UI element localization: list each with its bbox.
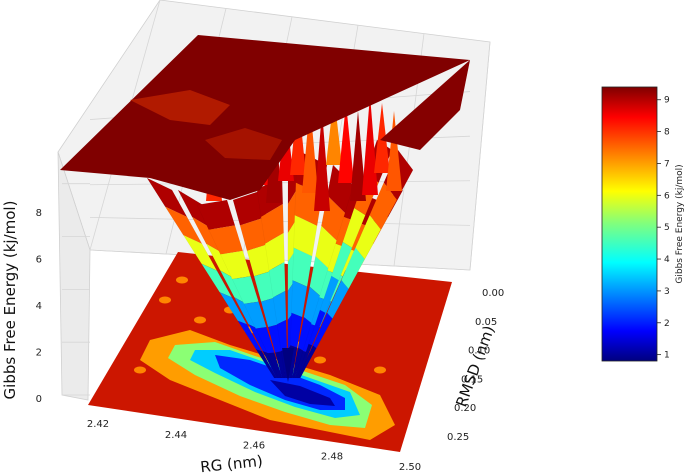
- colorbar-scale: [601, 86, 658, 362]
- energy-minimum: [282, 348, 294, 382]
- z-tick-label: 4: [36, 301, 42, 312]
- z-tick-label: 0: [36, 394, 42, 405]
- x-tick-label: 2.42: [87, 419, 109, 430]
- x-axis-label: RG (nm): [199, 452, 263, 474]
- contour-region: [270, 380, 335, 406]
- x-tick-label: 2.48: [321, 451, 343, 462]
- contour-island: [159, 296, 171, 304]
- z-tick-label: 6: [36, 255, 42, 266]
- y-tick-label: 0.20: [454, 403, 476, 414]
- surface-spike: [386, 111, 402, 191]
- floor-contour-regions: [134, 276, 395, 440]
- contour-island: [134, 366, 146, 374]
- plateau: [60, 35, 470, 200]
- x-tick-label: 2.50: [399, 462, 421, 473]
- surface-spike: [350, 111, 366, 201]
- surface-spike: [326, 95, 342, 165]
- z-axis-ticks: 0 2 4 6 8: [36, 208, 42, 405]
- x-axis-ticks: 2.42 2.44 2.46 2.48 2.50: [87, 419, 421, 473]
- x-tick-label: 2.44: [165, 430, 187, 441]
- contour-island: [314, 356, 326, 364]
- colorbar-tick-label: 7: [664, 159, 670, 169]
- z-tick-label: 2: [36, 348, 42, 359]
- colorbar-tick-label: 9: [664, 96, 670, 106]
- colorbar-ticks: 1 2 3 4 5 6 7 8 9: [657, 96, 670, 361]
- y-axis-ticks: 0.00 0.05 0.10 0.15 0.20 0.25: [447, 288, 504, 443]
- colorbar-tick-label: 2: [664, 319, 670, 329]
- surface-facet: [296, 343, 313, 379]
- surface-spike: [374, 103, 390, 173]
- y-tick-label: 0.15: [461, 374, 483, 385]
- y-tick-label: 0.05: [475, 317, 497, 328]
- colorbar-tick-label: 4: [664, 255, 670, 265]
- colorbar-tick-label: 8: [664, 128, 670, 138]
- y-tick-label: 0.25: [447, 432, 469, 443]
- plateau-notch: [130, 90, 230, 125]
- plateau-right: [380, 60, 470, 150]
- surface-spike: [362, 95, 378, 195]
- plateau-notch: [205, 128, 282, 160]
- left-pane: [57, 151, 91, 401]
- colorbar-tick-label: 3: [664, 287, 670, 297]
- colorbar-label: Gibbs Free Energy (kj/mol): [675, 164, 685, 283]
- surface-spike: [314, 111, 330, 211]
- colorbar-tick-label: 1: [664, 351, 670, 361]
- surface-spike: [302, 103, 318, 193]
- z-axis-label: Gibbs Free Energy (kj/mol): [1, 201, 19, 400]
- grid-line: [469, 41, 491, 271]
- colorbar: 1 2 3 4 5 6 7 8 9 Gibbs Free Energy (kj/mol): [601, 86, 685, 362]
- plateau-left: [60, 35, 470, 200]
- y-tick-label: 0.10: [468, 346, 490, 357]
- contour-island: [194, 316, 206, 324]
- x-tick-label: 2.46: [243, 441, 265, 452]
- surface-spike: [338, 103, 354, 183]
- z-tick-label: 8: [36, 208, 42, 219]
- contour-island: [176, 276, 188, 284]
- y-axis-label: RMSD (nm): [452, 323, 498, 409]
- colorbar-tick-label: 6: [664, 191, 670, 201]
- y-tick-label: 0.00: [482, 288, 504, 299]
- colorbar-tick-label: 5: [664, 223, 670, 233]
- contour-island: [374, 366, 386, 374]
